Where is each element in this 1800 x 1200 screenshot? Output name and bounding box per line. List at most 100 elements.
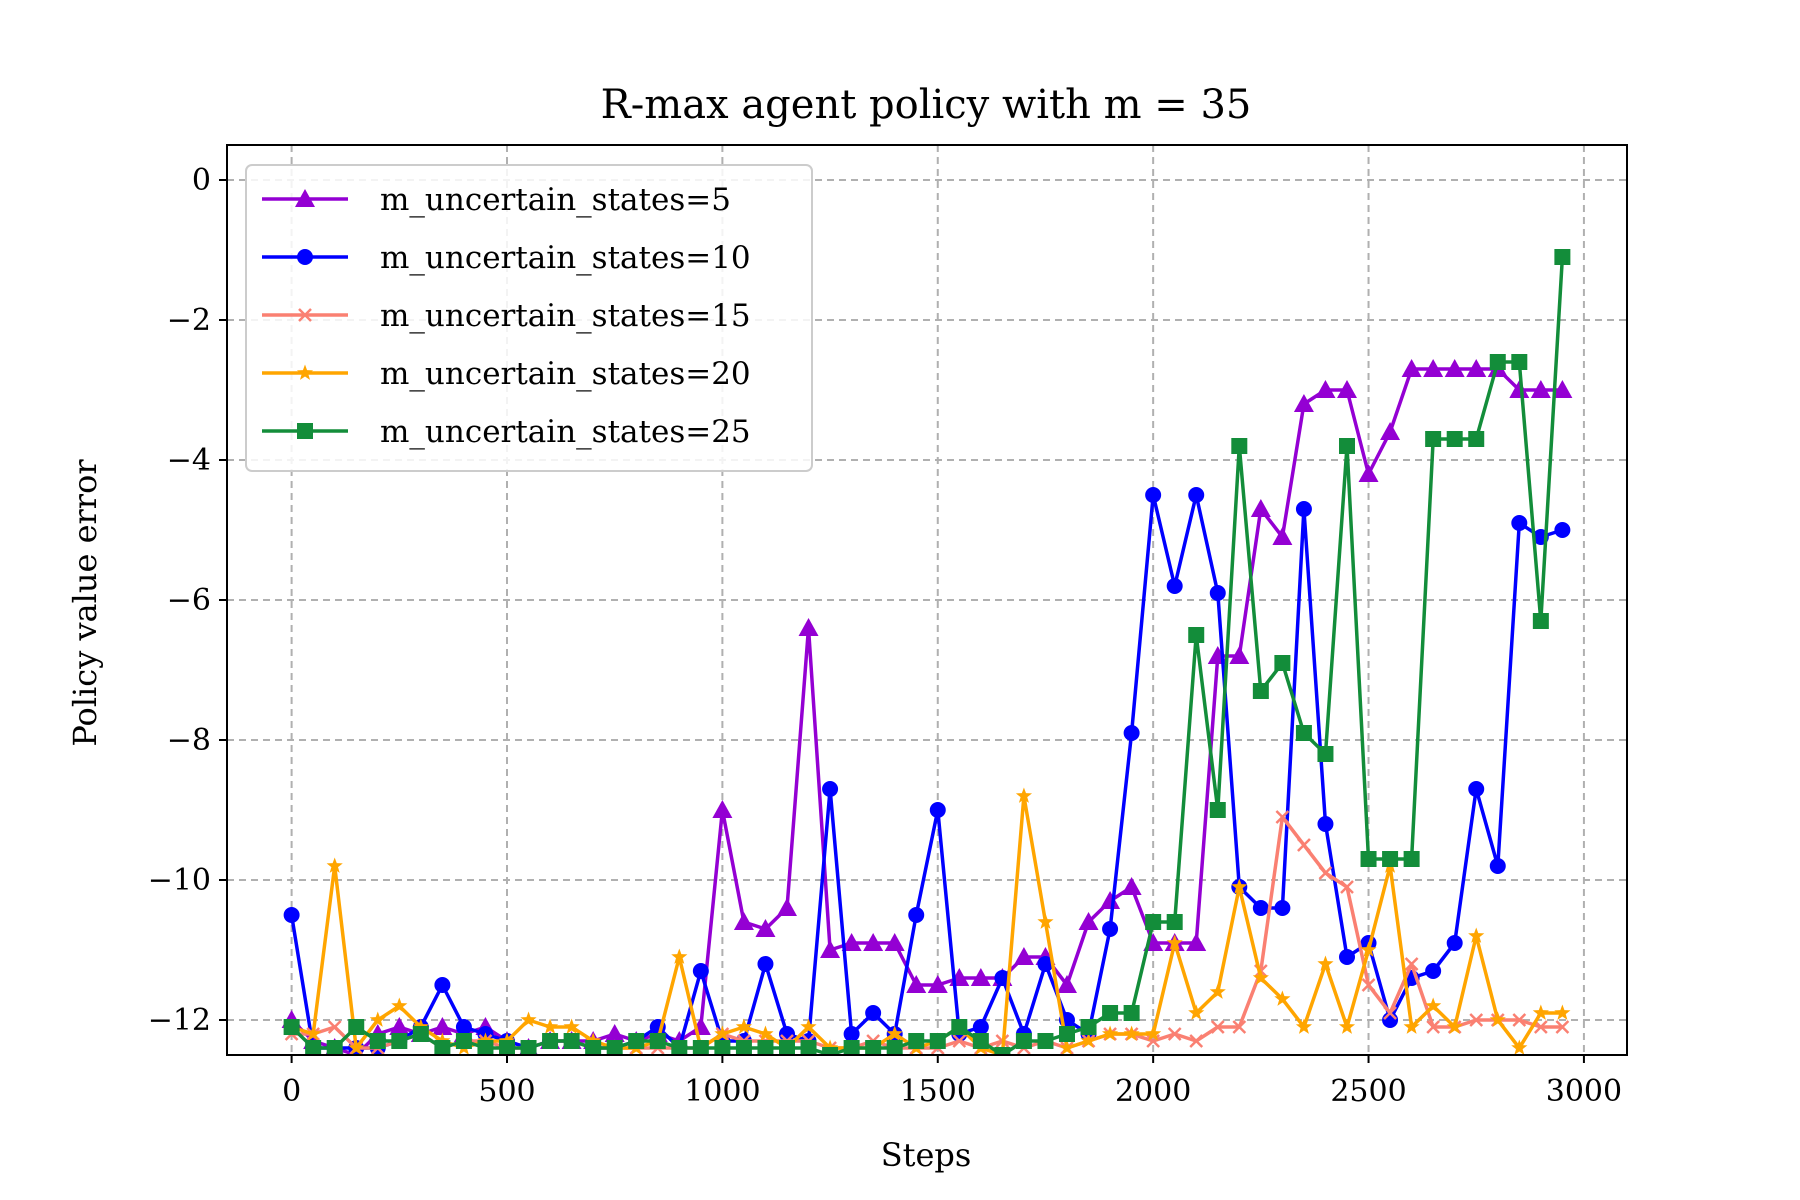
data-point bbox=[1186, 933, 1207, 951]
data-point bbox=[757, 1040, 774, 1055]
data-point bbox=[1037, 1033, 1054, 1049]
data-point bbox=[1145, 487, 1162, 503]
data-point bbox=[906, 975, 927, 993]
x-tick-label: 2500 bbox=[1330, 1074, 1406, 1109]
data-point bbox=[283, 1019, 300, 1035]
data-point bbox=[1231, 438, 1248, 454]
data-point bbox=[755, 919, 776, 937]
data-point bbox=[1080, 1032, 1097, 1048]
series-line bbox=[289, 493, 1563, 1050]
data-point bbox=[1123, 1005, 1140, 1021]
data-point bbox=[585, 1040, 602, 1055]
data-point bbox=[1100, 891, 1121, 909]
data-point bbox=[1295, 501, 1312, 517]
data-point bbox=[1057, 975, 1077, 993]
data-point bbox=[863, 933, 884, 951]
data-point bbox=[1232, 1020, 1247, 1034]
data-point bbox=[1403, 851, 1420, 867]
data-point bbox=[1533, 1020, 1548, 1034]
legend-label: m_uncertain_states=20 bbox=[380, 356, 751, 392]
data-point bbox=[1166, 578, 1183, 594]
data-point bbox=[1121, 877, 1142, 895]
data-point bbox=[1145, 914, 1162, 930]
legend-item: m_uncertain_states=5 bbox=[262, 182, 731, 218]
data-point bbox=[412, 1026, 429, 1042]
legend-marker bbox=[297, 423, 313, 439]
axis-ticks: 0 500 1000 1500 2000 2500 3000 0 −2 −4 −6 −8 −10 −12 bbox=[148, 163, 1622, 1109]
data-point bbox=[735, 1018, 753, 1034]
data-point bbox=[348, 1019, 365, 1035]
data-point bbox=[1554, 249, 1571, 265]
data-point bbox=[1401, 359, 1422, 377]
data-point bbox=[1554, 1004, 1571, 1020]
data-point bbox=[1317, 746, 1334, 762]
data-point bbox=[1554, 522, 1571, 538]
data-point bbox=[929, 802, 946, 818]
data-point bbox=[1425, 963, 1442, 979]
data-point bbox=[1446, 431, 1463, 447]
data-point bbox=[733, 912, 754, 930]
data-point bbox=[499, 1040, 515, 1055]
data-point bbox=[1209, 983, 1226, 999]
data-point bbox=[865, 1005, 882, 1021]
data-point bbox=[369, 1011, 386, 1027]
legend-label: m_uncertain_states=15 bbox=[380, 298, 751, 334]
data-point bbox=[1404, 957, 1419, 971]
data-point bbox=[1358, 464, 1379, 482]
data-point bbox=[951, 1019, 968, 1035]
legend-marker bbox=[297, 249, 313, 265]
data-point bbox=[1489, 858, 1506, 874]
data-point bbox=[1446, 935, 1463, 951]
y-axis-label: Policy value error bbox=[66, 459, 104, 747]
data-point bbox=[908, 1033, 925, 1049]
data-point bbox=[1511, 515, 1528, 531]
legend-label: m_uncertain_states=5 bbox=[380, 182, 731, 218]
data-point bbox=[908, 907, 925, 923]
data-point bbox=[1166, 914, 1183, 930]
data-point bbox=[1318, 866, 1333, 880]
data-point bbox=[714, 1040, 731, 1055]
x-tick-label: 500 bbox=[478, 1074, 535, 1109]
series-5 bbox=[283, 249, 1571, 1055]
data-point bbox=[1555, 1020, 1570, 1034]
data-point bbox=[1078, 912, 1099, 930]
data-point bbox=[1209, 585, 1226, 601]
data-point bbox=[1188, 487, 1205, 503]
data-point bbox=[1293, 394, 1314, 412]
data-point bbox=[1101, 1025, 1119, 1041]
data-point bbox=[1188, 627, 1205, 643]
data-point bbox=[779, 1040, 795, 1055]
data-point bbox=[1339, 438, 1355, 454]
series-2 bbox=[283, 487, 1571, 1055]
legend-item: m_uncertain_states=25 bbox=[262, 414, 751, 450]
data-point bbox=[1468, 431, 1485, 447]
data-point bbox=[649, 1033, 666, 1049]
x-tick-label: 1000 bbox=[684, 1074, 760, 1109]
data-point bbox=[994, 1047, 1011, 1055]
y-tick-label: 0 bbox=[192, 163, 211, 198]
data-point bbox=[1383, 1006, 1397, 1020]
data-point bbox=[1360, 941, 1377, 957]
legend-item: m_uncertain_states=20 bbox=[262, 356, 751, 392]
data-point bbox=[1512, 1013, 1527, 1027]
data-point bbox=[604, 1024, 625, 1042]
legend-marker bbox=[298, 308, 312, 322]
data-point bbox=[822, 781, 839, 797]
chart-title: R-max agent policy with m = 35 bbox=[601, 82, 1252, 128]
data-point bbox=[1489, 1011, 1506, 1027]
data-point bbox=[1167, 1027, 1182, 1041]
y-tick-label: −10 bbox=[148, 863, 211, 898]
data-point bbox=[884, 933, 905, 951]
data-point bbox=[1058, 1039, 1076, 1055]
data-point bbox=[1166, 934, 1183, 950]
data-point bbox=[1080, 1019, 1097, 1035]
data-point bbox=[1189, 1034, 1204, 1048]
y-tick-label: −8 bbox=[167, 723, 211, 758]
legend-marker bbox=[295, 189, 315, 207]
data-point bbox=[1360, 851, 1377, 867]
data-point bbox=[841, 933, 862, 951]
data-point bbox=[1425, 997, 1442, 1013]
legend-item: m_uncertain_states=10 bbox=[262, 240, 751, 276]
data-point bbox=[326, 1040, 343, 1055]
